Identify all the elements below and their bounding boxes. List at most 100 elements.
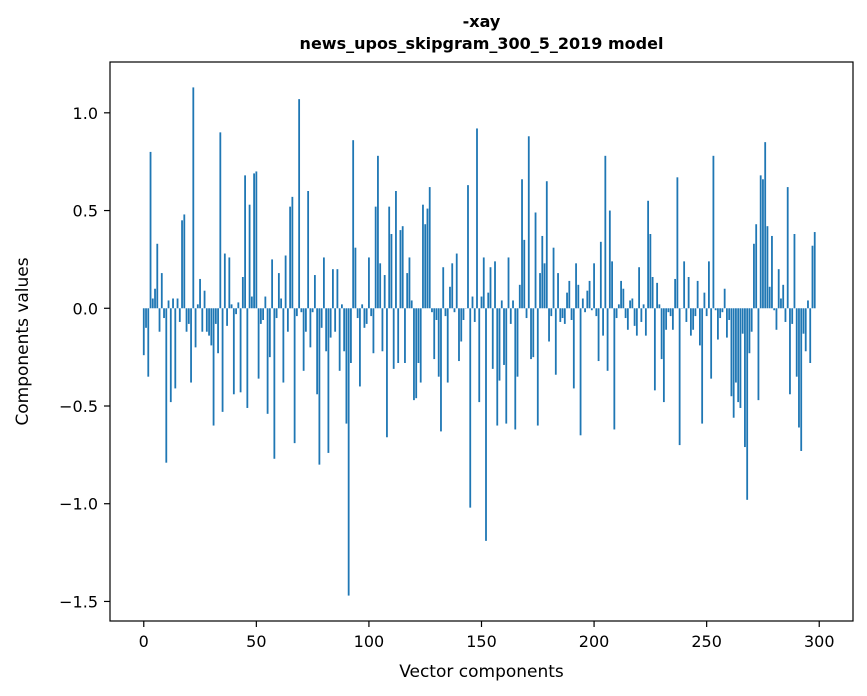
bar [356,308,359,319]
bar [608,210,611,309]
bar [435,308,438,320]
y-tick-label: 1.0 [73,104,98,123]
bar [658,304,661,309]
bar [444,308,447,317]
bar [561,308,564,319]
bar [298,99,301,309]
bar [728,308,731,320]
bar [710,308,713,379]
bar [527,136,530,309]
bar [629,300,632,309]
bar [343,308,346,352]
bar [262,308,265,320]
bar [154,288,156,309]
bar [633,308,636,326]
bar [361,304,364,309]
bar [518,284,521,309]
bar [277,273,280,309]
bar [674,278,677,309]
bar [665,308,668,330]
bar [714,308,717,311]
bar [239,308,242,393]
bar [199,278,201,309]
bar [347,308,350,596]
bar [584,308,586,313]
bar [172,298,174,309]
bar [604,155,607,309]
bar [669,308,672,317]
bar [374,206,377,309]
bar [793,234,796,309]
bar [417,308,420,363]
bar [259,308,262,324]
y-axis-label: Components values [13,257,33,425]
bar [757,308,760,401]
bar [219,132,222,309]
bar [217,308,219,354]
bar [469,308,472,508]
bar [676,177,679,309]
bar [302,308,305,371]
bar [273,308,276,459]
bar [167,300,170,309]
bar [163,308,165,319]
bar [205,308,208,332]
bar [737,308,740,403]
bar [617,304,620,309]
bar [543,263,546,309]
bar [566,292,568,309]
bar [372,308,375,354]
bar [611,261,613,309]
bar [491,308,494,369]
bar [735,308,737,383]
bar [341,304,343,309]
bar [415,308,418,399]
bar [586,290,589,309]
bar [196,304,199,309]
bar [449,286,451,309]
bar [620,280,622,309]
y-tick-label: 0.5 [73,202,98,221]
bar [746,308,749,500]
bar [773,308,776,311]
bar [183,214,186,309]
y-tick-label: −1.0 [59,495,98,514]
bar [352,140,355,309]
bar [404,308,406,363]
bar [631,298,634,309]
bar [160,273,163,309]
bar [187,308,190,324]
bar [595,308,598,317]
bar [201,308,204,332]
bar [235,308,237,315]
bar [753,243,755,309]
bar [662,308,665,403]
bar [545,181,548,309]
bar [304,308,307,332]
bar [764,142,767,309]
bar [660,308,663,360]
bar [437,308,440,377]
bar [223,253,226,309]
bar [257,308,260,379]
bar [712,155,715,309]
bar [316,308,319,395]
bar [433,308,436,360]
bar [194,308,197,348]
bar [399,230,402,309]
bar [300,308,303,313]
bar [485,308,487,541]
bar [401,226,404,309]
bar [500,300,503,309]
bar [509,308,512,324]
bar [424,224,427,309]
bar [489,267,492,309]
bar [359,308,361,387]
bar [368,257,370,309]
bar [185,308,188,332]
bar [579,308,582,436]
bar [642,304,645,309]
bar [426,208,429,309]
bar [554,308,557,375]
